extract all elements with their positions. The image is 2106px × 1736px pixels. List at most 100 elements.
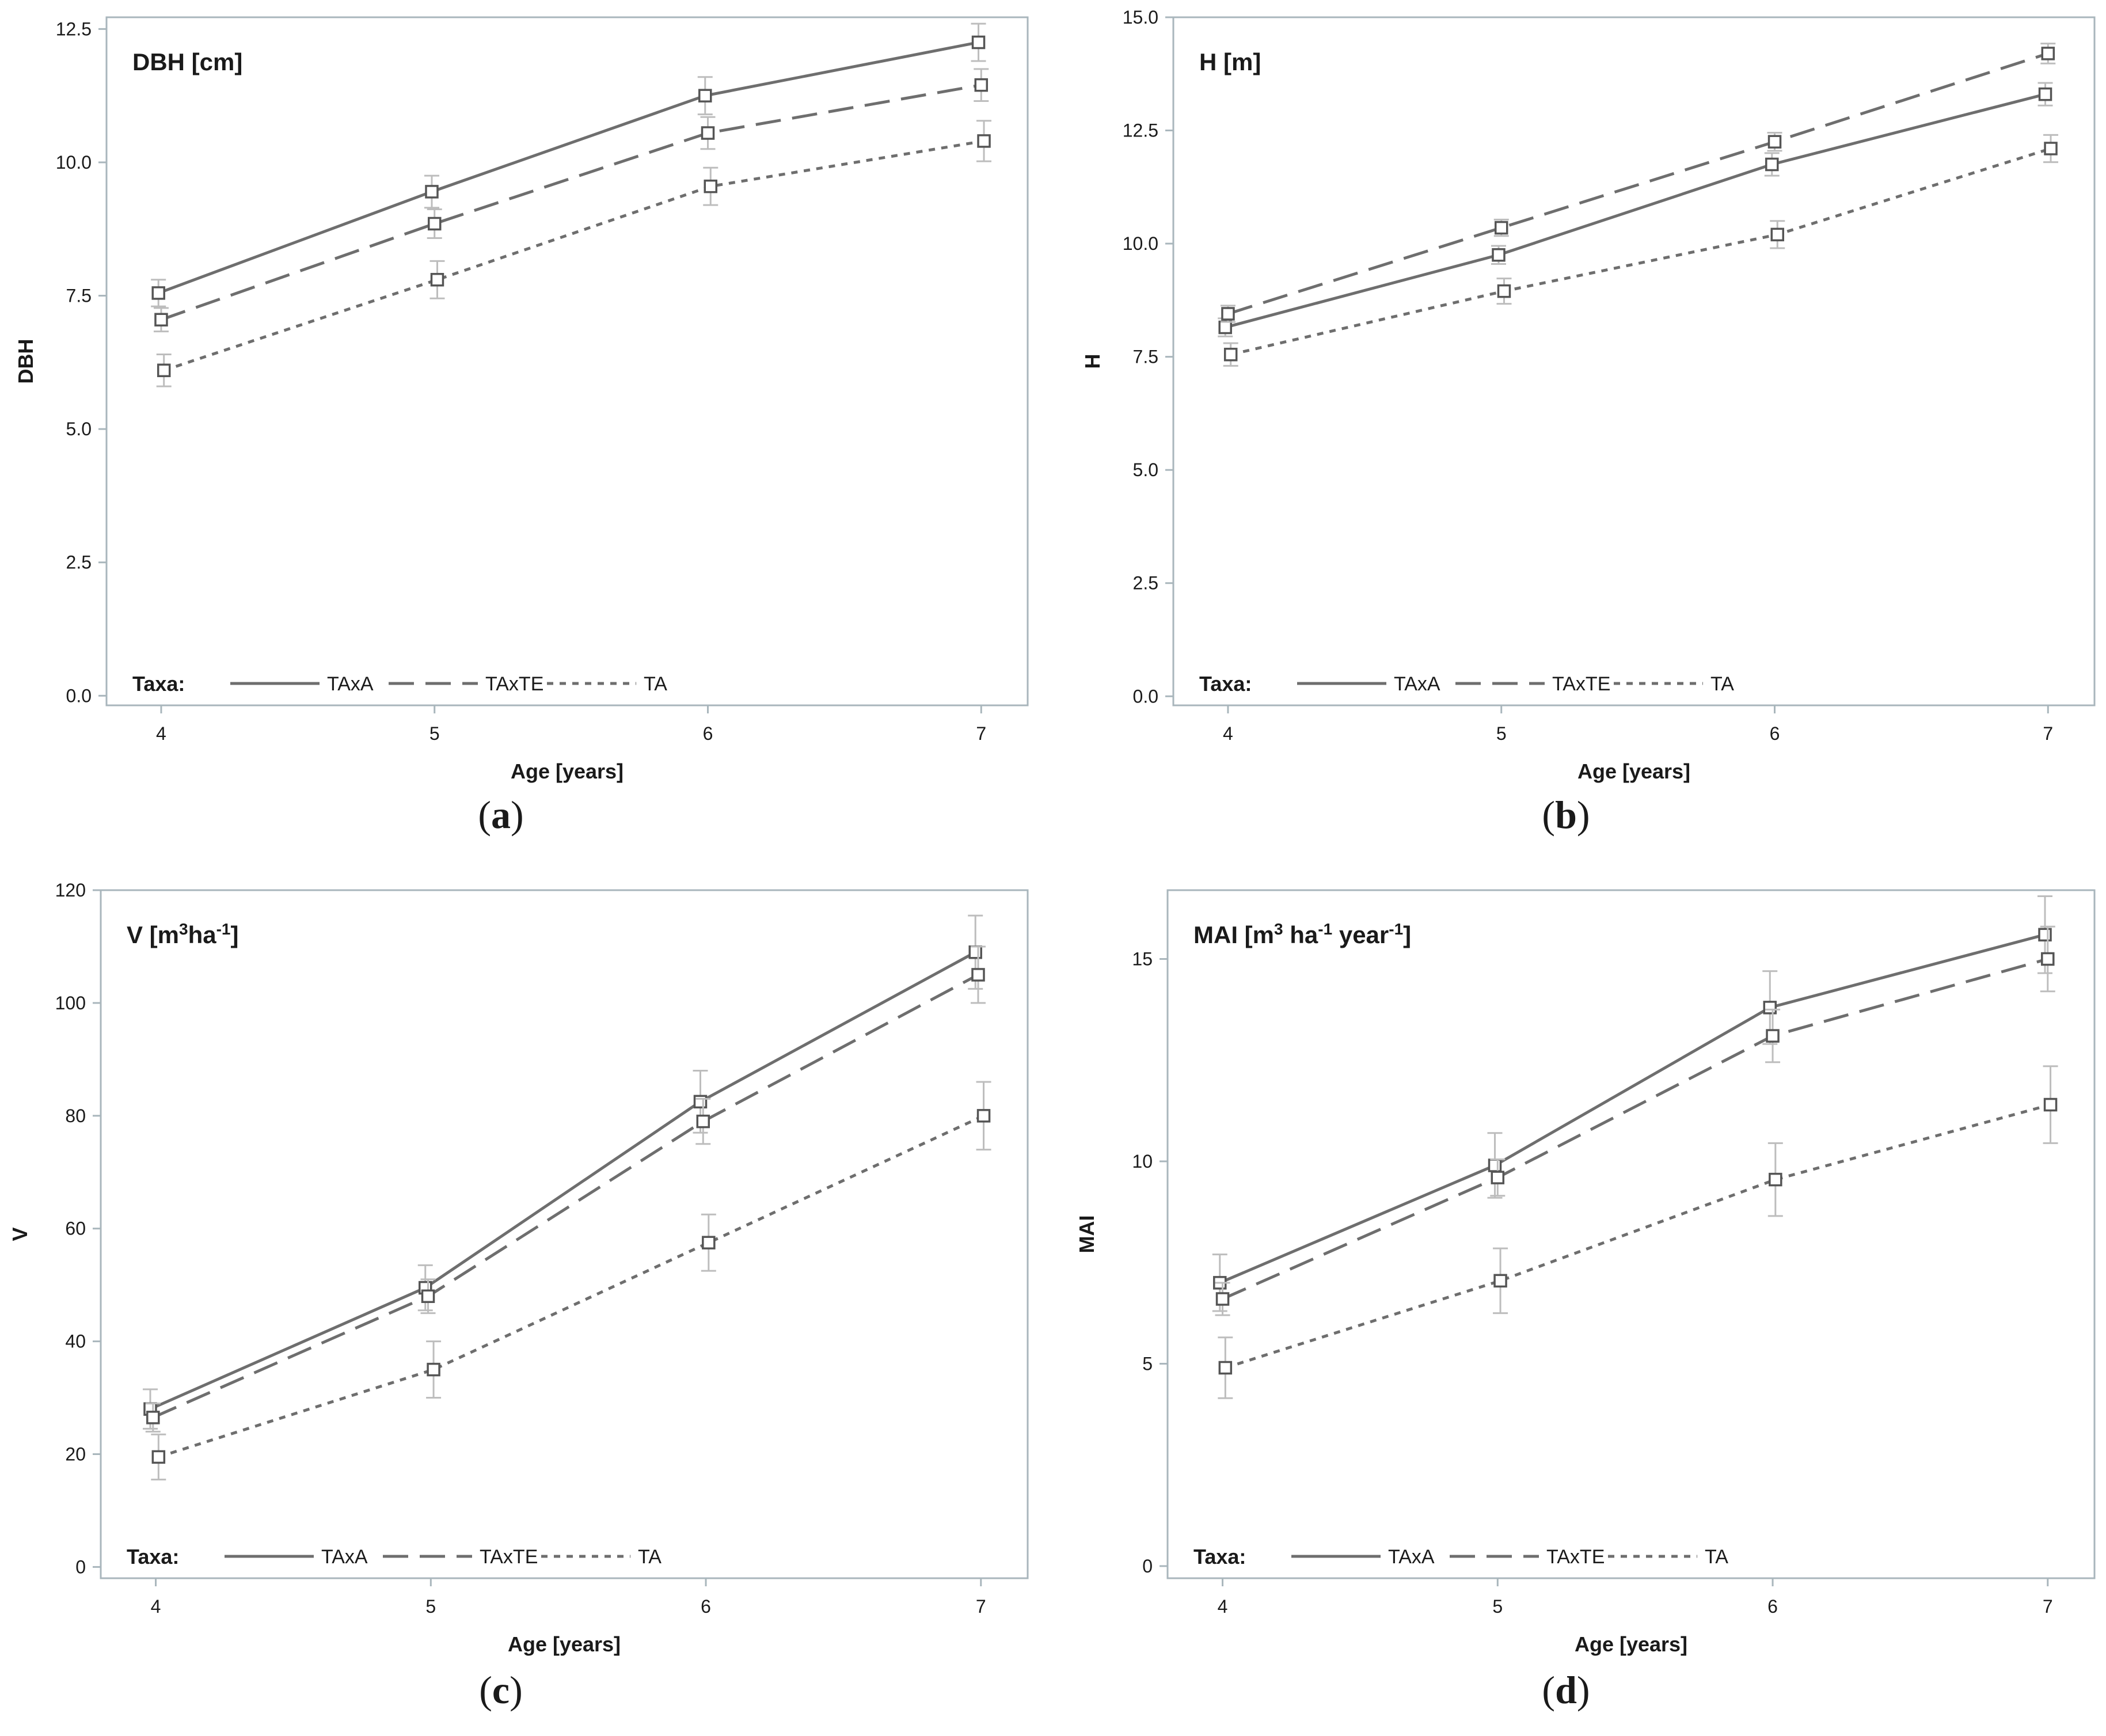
series-taxte (1215, 925, 2055, 1316)
series-taxa (151, 22, 986, 307)
x-axis-label: Age [years] (511, 759, 624, 783)
data-point (154, 313, 168, 326)
chart-panel-a: 0.0 2.5 5.0 7.5 10.0 12.5 4 5 6 7 Age [years] DBH DB… (14, 16, 1029, 783)
series-line (158, 1114, 984, 1458)
data-point (1218, 320, 1232, 335)
legend: Taxa: TAxA TAxTE TA (132, 672, 667, 696)
x-tick-label: 7 (2043, 1596, 2053, 1617)
y-tick-label: 40 (65, 1331, 86, 1352)
y-tick-label: 20 (65, 1444, 86, 1465)
legend-entry: TAxTE (480, 1546, 538, 1568)
data-point (704, 179, 718, 193)
y-axis-label: V (8, 1227, 32, 1241)
data-point (151, 1450, 166, 1464)
data-point (151, 286, 165, 300)
series-ta (1218, 1065, 2058, 1399)
data-point (427, 1362, 440, 1377)
series-taxa (142, 914, 983, 1430)
chart-panel-b: 0.0 2.5 5.0 7.5 10.0 12.5 15.0 4 5 6 7 Age [years] H… (1081, 7, 2096, 783)
y-tick-label: 5.0 (1133, 459, 1158, 480)
y-axis-label: H (1081, 354, 1104, 369)
x-tick-label: 4 (156, 723, 166, 744)
data-point (1497, 284, 1511, 298)
panel-caption: (c) (479, 1668, 523, 1712)
data-point (2038, 928, 2052, 942)
data-point (693, 1095, 708, 1109)
legend-entry: TA (638, 1546, 662, 1568)
y-tick-label: 2.5 (66, 552, 92, 573)
series-taxa (1218, 82, 2053, 337)
x-tick-label: 5 (1492, 1596, 1503, 1617)
series-line (1219, 933, 2046, 1285)
panel-title: V [m3ha-1] (127, 920, 239, 949)
x-tick-label: 4 (1223, 723, 1233, 744)
series-line (152, 973, 979, 1419)
y-tick-label: 12.5 (56, 18, 92, 39)
y-tick-label: 0.0 (66, 685, 92, 706)
panel-caption: (b) (1542, 793, 1590, 837)
y-tick-label: 100 (55, 993, 86, 1013)
data-point (976, 1109, 991, 1123)
series-line (161, 83, 982, 321)
series-line (163, 139, 984, 372)
data-point (1769, 1172, 1782, 1187)
legend-entry: TAxTE (1546, 1546, 1605, 1568)
y-axis-label: MAI (1075, 1215, 1098, 1253)
data-point (2038, 87, 2052, 101)
panel-title: DBH [cm] (132, 48, 242, 75)
data-point (2043, 1097, 2058, 1112)
legend-entry: TAxA (1388, 1546, 1435, 1568)
series-taxte (1220, 43, 2056, 323)
x-tick-label: 4 (151, 1596, 161, 1617)
data-point (702, 1236, 716, 1249)
data-point (968, 945, 982, 959)
legend-entry: TA (1710, 673, 1734, 695)
chart-panel-d: 0 5 10 15 4 5 6 7 Age [years] MAI MAI [m3 ha-1 yea… (1075, 889, 2096, 1656)
data-point (427, 216, 442, 231)
data-point (2044, 142, 2058, 155)
series-line (1225, 1103, 2051, 1369)
series-taxte (145, 945, 986, 1433)
x-tick-label: 5 (1496, 723, 1507, 744)
data-point (425, 185, 439, 199)
data-point (1223, 347, 1238, 362)
legend: Taxa: TAxA TAxTE TA (1193, 1545, 1728, 1568)
y-tick-label: 120 (55, 880, 86, 901)
data-point (1770, 227, 1785, 242)
data-point (971, 35, 986, 50)
data-point (146, 1411, 160, 1424)
data-point (1767, 135, 1782, 149)
data-point (971, 968, 985, 982)
x-tick-label: 7 (976, 723, 986, 744)
series-taxte (153, 68, 989, 333)
data-point (696, 1114, 710, 1129)
y-tick-label: 10.0 (1123, 233, 1158, 254)
y-tick-label: 2.5 (1133, 573, 1158, 594)
series-ta (151, 1081, 991, 1481)
y-tick-label: 80 (65, 1106, 86, 1126)
data-point (430, 273, 444, 287)
y-tick-label: 10.0 (56, 152, 92, 173)
plot-frame (1166, 889, 2096, 1579)
legend-entry: TAxA (1394, 673, 1440, 695)
plot-frame (105, 16, 1029, 706)
series-line (149, 951, 976, 1411)
x-tick-label: 6 (701, 1596, 711, 1617)
panel-caption: (d) (1542, 1668, 1590, 1712)
x-axis-label: Age [years] (1577, 759, 1690, 783)
data-point (698, 89, 712, 102)
y-tick-label: 0 (1142, 1556, 1153, 1577)
x-tick-label: 6 (1767, 1596, 1778, 1617)
x-tick-label: 7 (976, 1596, 986, 1617)
y-tick-label: 0 (75, 1556, 86, 1577)
legend-entry: TAxA (327, 673, 374, 695)
series-ta (156, 120, 992, 388)
legend-entry: TAxTE (1552, 673, 1610, 695)
legend-entry: TAxA (321, 1546, 368, 1568)
legend-title: Taxa: (1199, 672, 1252, 696)
legend-entry: TA (644, 673, 667, 695)
data-point (1491, 1171, 1505, 1184)
data-point (1492, 248, 1506, 262)
legend: Taxa: TAxA TAxTE TA (127, 1545, 662, 1568)
x-tick-label: 5 (425, 1596, 436, 1617)
